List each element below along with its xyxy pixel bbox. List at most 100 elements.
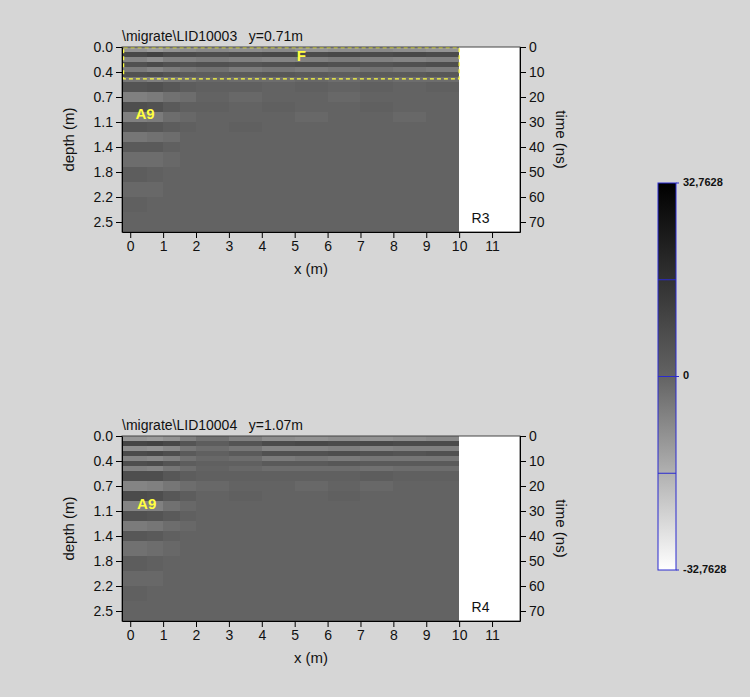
cell [180,571,196,586]
y2-tick-label: 10 [529,453,545,469]
cell [122,521,147,531]
cell [147,556,163,571]
y-tick: 2.5 [94,603,122,619]
cell [328,52,361,57]
x-tick: 2 [193,232,201,254]
cell [180,167,196,182]
cell [180,72,196,77]
cell [360,52,393,57]
y2-axis-title: time (ns) [553,110,570,168]
cell [229,511,262,521]
cell [163,436,179,441]
y-tick-mark [116,72,122,73]
cell [426,182,459,197]
cell [360,441,393,446]
x-tick: 7 [357,232,365,254]
cell [196,62,229,67]
cell [262,451,295,456]
y2-tick-label: 10 [529,64,545,80]
cell [360,461,393,466]
y2-tick-label: 40 [529,139,545,155]
y-tick-label: 1.8 [94,553,114,569]
cell [328,461,361,466]
cell [295,571,328,586]
cell [426,132,459,142]
y2-tick-label: 50 [529,553,545,569]
x-tick-label: 1 [160,238,168,254]
cell [328,122,361,132]
cell [393,72,426,77]
cell [426,571,459,586]
cell [122,571,147,586]
cell [393,466,426,471]
cell [163,541,179,556]
cell [147,82,163,92]
colorbar-tick-label: 32,7628 [683,176,723,188]
cell [262,446,295,451]
x-tick-label: 2 [193,627,201,643]
cell [163,586,179,601]
cell [426,501,459,511]
x-axis: 01234567891011 [123,621,521,643]
cell [393,182,426,197]
cell [393,481,426,491]
x-tick-label: 8 [390,627,398,643]
cell [328,182,361,197]
cell [295,446,328,451]
cell [295,182,328,197]
cell [262,556,295,571]
cell [196,67,229,72]
x-tick: 1 [160,232,168,254]
cell [393,212,426,232]
cell [163,52,179,57]
cell [180,62,196,67]
cell [295,511,328,521]
x-tick-label: 0 [127,627,135,643]
cell [328,102,361,112]
y2-tick: 70 [520,214,545,230]
cell [393,456,426,461]
cell [360,67,393,72]
cell [147,72,163,77]
cell [163,102,179,112]
cell [328,112,361,122]
plot-area [122,47,520,232]
cell [122,451,147,456]
cell [262,456,295,461]
cell [426,541,459,556]
x-axis-line [123,621,521,622]
cell [180,436,196,441]
cell [393,52,426,57]
cell [163,182,179,197]
y-tick-mark [116,47,122,48]
cell [360,571,393,586]
y2-tick-label: 70 [529,214,545,230]
cell [262,461,295,466]
cell [163,47,179,52]
cell [328,132,361,142]
cell [360,456,393,461]
cell [180,142,196,152]
cell [196,167,229,182]
cell [328,92,361,102]
cell [229,461,262,466]
cell [393,571,426,586]
cell [360,511,393,521]
cell [328,586,361,601]
cell [295,491,328,501]
cell [163,122,179,132]
cell [360,586,393,601]
cell [147,197,163,212]
cell [262,571,295,586]
y-tick-label: 2.5 [94,214,114,230]
cell [393,102,426,112]
y2-tick-label: 30 [529,503,545,519]
cell [360,57,393,62]
x-tick-label: 9 [423,627,431,643]
cell [196,436,229,441]
cell [295,67,328,72]
y2-tick: 50 [520,164,545,180]
cell [147,511,163,521]
cell [122,152,147,167]
cell [122,441,147,446]
